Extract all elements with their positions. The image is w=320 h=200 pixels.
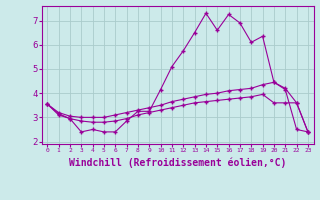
- X-axis label: Windchill (Refroidissement éolien,°C): Windchill (Refroidissement éolien,°C): [69, 157, 286, 168]
